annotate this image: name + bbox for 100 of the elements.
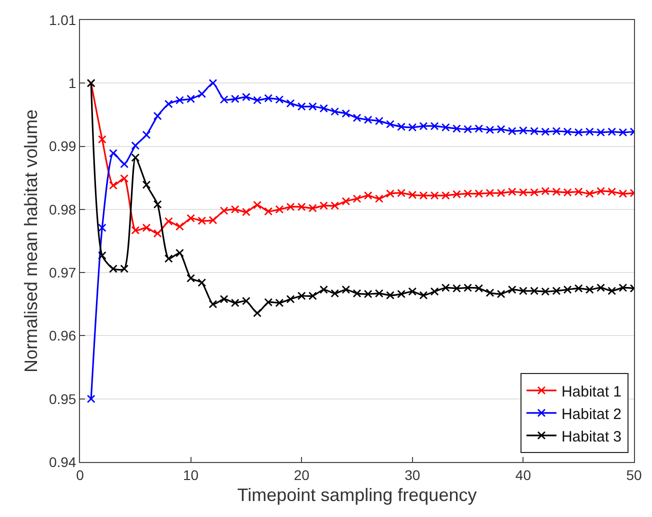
point [618, 128, 628, 137]
point [364, 290, 372, 298]
point [496, 188, 506, 198]
x-tick-label: 50 [626, 466, 642, 483]
point [408, 190, 417, 200]
point [120, 160, 129, 168]
point [364, 116, 372, 124]
point [220, 206, 228, 215]
point [374, 289, 384, 298]
point [153, 112, 162, 120]
point [176, 96, 184, 104]
point [308, 292, 317, 300]
point [486, 288, 494, 297]
point [530, 286, 538, 296]
point [275, 298, 284, 308]
point [519, 286, 528, 296]
point [352, 114, 362, 122]
point [430, 191, 439, 200]
point [474, 124, 484, 133]
point [408, 123, 417, 132]
y-tick-label: 1 [68, 75, 76, 92]
point [120, 174, 129, 183]
point [186, 214, 195, 222]
point [320, 201, 328, 210]
y-tick-label: 0.97 [48, 264, 76, 280]
point [397, 122, 406, 131]
point [131, 141, 140, 150]
point [320, 285, 328, 294]
point [198, 90, 206, 98]
point [208, 78, 218, 88]
point [419, 291, 428, 300]
point [230, 298, 240, 308]
point [441, 284, 450, 292]
point [496, 125, 506, 134]
point [574, 128, 583, 137]
point [452, 124, 461, 133]
point [374, 116, 384, 126]
point [530, 126, 538, 136]
y-tick-label: 0.96 [48, 328, 76, 344]
point [486, 126, 494, 134]
point [441, 191, 450, 200]
point [342, 285, 350, 294]
point [552, 126, 561, 136]
x-tick-label: 40 [515, 466, 532, 483]
legend-label: Habitat 1 [561, 383, 622, 400]
point [519, 188, 528, 197]
point [186, 94, 195, 104]
point [164, 217, 173, 226]
point [176, 222, 184, 231]
point [608, 286, 616, 296]
point [131, 226, 140, 234]
point [596, 284, 605, 292]
point [186, 274, 195, 282]
point [563, 188, 572, 197]
point [275, 95, 284, 104]
legend-label: Habitat 3 [561, 428, 622, 446]
point [98, 251, 106, 260]
point [486, 188, 494, 198]
point [286, 99, 295, 108]
point [142, 130, 151, 140]
point [230, 94, 240, 104]
point [109, 264, 118, 273]
point [464, 284, 472, 292]
point [330, 107, 340, 116]
point [430, 287, 439, 296]
point [264, 207, 273, 216]
point [242, 92, 250, 102]
point [552, 188, 561, 196]
point [98, 135, 106, 144]
point [618, 284, 628, 292]
point [264, 298, 273, 306]
point [297, 102, 306, 111]
point [308, 102, 317, 111]
point [574, 188, 583, 196]
point [541, 128, 550, 136]
point [198, 278, 206, 287]
point [585, 285, 594, 294]
point [508, 285, 516, 294]
point [164, 254, 173, 263]
point [142, 180, 151, 189]
point [342, 109, 350, 118]
point [596, 128, 605, 137]
point [397, 290, 406, 298]
x-tick-label: 10 [183, 466, 199, 483]
point [541, 287, 550, 296]
point [419, 122, 428, 130]
point [253, 308, 262, 318]
y-tick-label: 0.98 [48, 201, 76, 218]
point [452, 284, 461, 293]
point [297, 202, 306, 212]
point [386, 120, 394, 128]
point [618, 189, 628, 198]
point [242, 208, 250, 216]
point [330, 289, 340, 298]
x-axis-title: Timepoint sampling frequency [237, 484, 477, 505]
legend-label: Habitat 2 [561, 406, 622, 423]
y-tick-label: 1.01 [48, 12, 76, 28]
point [86, 394, 96, 404]
point [198, 216, 206, 225]
point [585, 189, 594, 198]
